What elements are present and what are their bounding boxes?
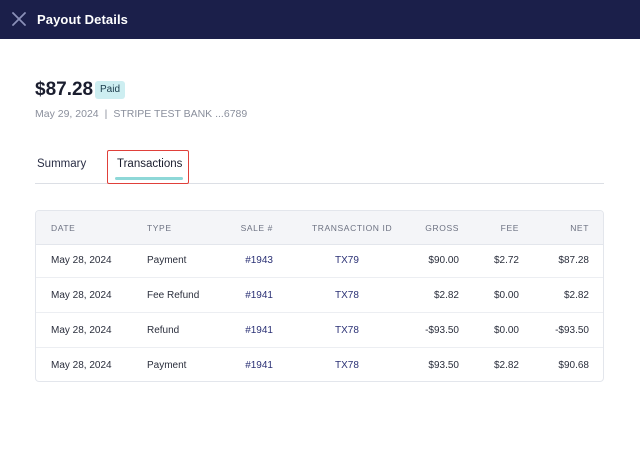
cell-date: May 28, 2024 — [51, 360, 112, 371]
cell-type: Payment — [147, 255, 187, 266]
tab-summary[interactable]: Summary — [37, 158, 87, 170]
payout-date: May 29, 2024 — [35, 108, 99, 120]
sale-link[interactable]: #1941 — [245, 360, 273, 371]
column-header-type: TYPE — [147, 223, 172, 233]
sale-link[interactable]: #1943 — [245, 255, 273, 266]
cell-fee: $0.00 — [493, 290, 519, 301]
column-header-date: DATE — [51, 223, 76, 233]
cell-net: $90.68 — [558, 360, 589, 371]
cell-type: Fee Refund — [147, 290, 200, 301]
cell-type: Payment — [147, 360, 187, 371]
table-header: DATE TYPE SALE # TRANSACTION ID GROSS FE… — [36, 211, 603, 245]
table-row: May 28, 2024 Fee Refund #1941 TX78 $2.82… — [36, 279, 603, 313]
cell-gross: $2.82 — [433, 290, 459, 301]
cell-net: $87.28 — [558, 255, 589, 266]
tab-bar: Summary Transactions — [35, 150, 604, 184]
cell-date: May 28, 2024 — [51, 325, 112, 336]
column-header-sale: SALE # — [240, 223, 273, 233]
payout-amount: $87.28 — [35, 79, 94, 100]
column-header-transaction-id: TRANSACTION ID — [312, 223, 393, 233]
page-title: Payout Details — [37, 12, 128, 27]
cell-fee: $0.00 — [493, 325, 519, 336]
cell-gross: -$93.50 — [425, 325, 459, 336]
cell-gross: $93.50 — [428, 360, 459, 371]
cell-net: -$93.50 — [555, 325, 589, 336]
cell-net: $2.82 — [563, 290, 589, 301]
payout-bank: STRIPE TEST BANK ...6789 — [113, 108, 248, 120]
cell-type: Refund — [147, 325, 180, 336]
transaction-link[interactable]: TX78 — [335, 290, 359, 301]
table-row: May 28, 2024 Payment #1943 TX79 $90.00 $… — [36, 244, 603, 278]
status-badge: Paid — [95, 81, 126, 99]
transaction-link[interactable]: TX78 — [335, 360, 359, 371]
transaction-link[interactable]: TX78 — [335, 325, 359, 336]
close-button[interactable] — [10, 10, 28, 28]
cell-gross: $90.00 — [428, 255, 459, 266]
cell-date: May 28, 2024 — [51, 290, 112, 301]
column-header-fee: FEE — [500, 223, 519, 233]
column-header-gross: GROSS — [425, 223, 459, 233]
tab-transactions[interactable]: Transactions — [117, 158, 183, 170]
cell-date: May 28, 2024 — [51, 255, 112, 266]
meta-separator: | — [104, 108, 108, 120]
cell-fee: $2.82 — [493, 360, 519, 371]
transactions-table: DATE TYPE SALE # TRANSACTION ID GROSS FE… — [35, 210, 604, 382]
sale-link[interactable]: #1941 — [245, 325, 273, 336]
close-icon — [12, 12, 26, 26]
active-tab-indicator — [115, 177, 183, 180]
cell-fee: $2.72 — [493, 255, 519, 266]
payout-meta: May 29, 2024 | STRIPE TEST BANK ...6789 — [35, 108, 247, 120]
top-bar: Payout Details — [0, 0, 640, 39]
column-header-net: NET — [570, 223, 589, 233]
table-row: May 28, 2024 Payment #1941 TX78 $93.50 $… — [36, 349, 603, 381]
table-row: May 28, 2024 Refund #1941 TX78 -$93.50 $… — [36, 314, 603, 348]
transaction-link[interactable]: TX79 — [335, 255, 359, 266]
sale-link[interactable]: #1941 — [245, 290, 273, 301]
